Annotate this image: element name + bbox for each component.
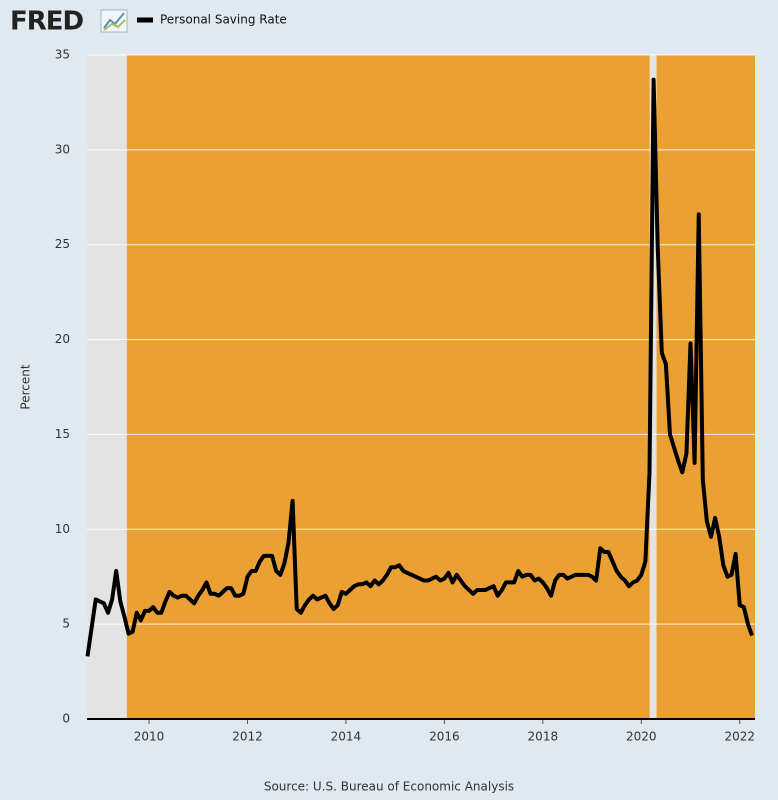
- recession-band: [649, 55, 657, 719]
- x-tick-label: 2014: [331, 730, 362, 744]
- plot-background: [87, 55, 755, 719]
- legend-label: Personal Saving Rate: [160, 13, 287, 27]
- series-line: [85, 77, 754, 657]
- x-tick-label: 2022: [724, 730, 755, 744]
- logo-icon: [100, 9, 128, 33]
- x-tick-label: 2016: [429, 730, 460, 744]
- source-note: Source: U.S. Bureau of Economic Analysis: [264, 780, 514, 794]
- x-tick-label: 2018: [528, 730, 559, 744]
- x-tick-label: 2012: [232, 730, 263, 744]
- y-tick-label: 0: [62, 712, 70, 726]
- y-tick-label: 15: [55, 427, 70, 441]
- y-tick-label: 35: [55, 48, 70, 62]
- y-tick-label: 30: [55, 142, 70, 156]
- y-axis-label: Percent: [19, 364, 33, 409]
- logo: FRED: [10, 7, 84, 37]
- y-tick-label: 10: [55, 522, 70, 536]
- x-tick-label: 2020: [626, 730, 657, 744]
- x-tick-label: 2010: [134, 730, 165, 744]
- y-tick-label: 25: [55, 237, 70, 251]
- y-tick-label: 20: [55, 332, 70, 346]
- y-tick-label: 5: [62, 617, 70, 631]
